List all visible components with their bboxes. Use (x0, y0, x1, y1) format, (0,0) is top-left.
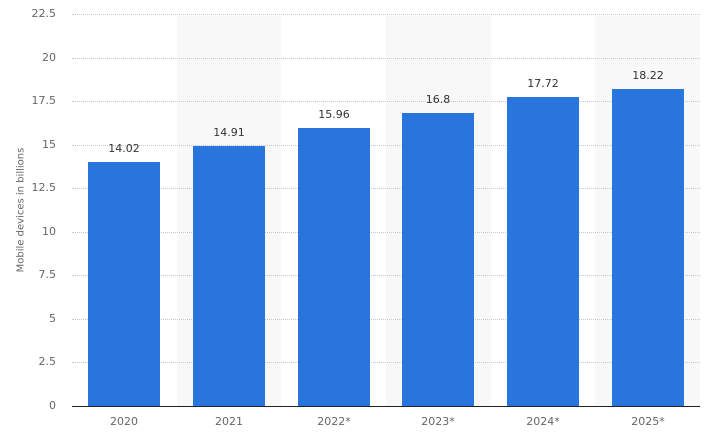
bar[interactable] (402, 113, 474, 406)
y-tick-label: 2.5 (38, 355, 57, 368)
gridline (72, 14, 700, 15)
y-tick-label: 22.5 (31, 7, 57, 20)
gridline (72, 319, 700, 320)
y-tick-label: 20 (42, 51, 56, 64)
gridline (72, 362, 700, 363)
y-tick-label: 15 (42, 138, 56, 151)
bar-value-label: 15.96 (318, 108, 350, 121)
y-axis-label: Mobile devices in billions (15, 147, 27, 273)
x-tick-label: 2022* (317, 415, 351, 428)
y-tick-label: 0 (49, 399, 56, 412)
gridline (72, 188, 700, 189)
x-tick-label: 2021 (215, 415, 243, 428)
y-tick-label: 5 (49, 312, 56, 325)
x-tick-label: 2020 (110, 415, 138, 428)
gridline (72, 232, 700, 233)
bar[interactable] (298, 128, 370, 406)
y-tick-label: 10 (42, 225, 56, 238)
bar-value-label: 14.91 (213, 126, 245, 139)
gridline (72, 58, 700, 59)
gridline (72, 145, 700, 146)
bar[interactable] (612, 89, 684, 406)
bar-value-label: 17.72 (527, 77, 559, 90)
bar-value-label: 18.22 (632, 69, 664, 82)
gridline (72, 101, 700, 102)
x-tick-label: 2023* (421, 415, 455, 428)
y-tick-label: 17.5 (31, 94, 57, 107)
bar[interactable] (193, 146, 265, 406)
y-tick-label: 7.5 (38, 268, 57, 281)
bar-value-label: 16.8 (425, 93, 451, 106)
x-tick-label: 2025* (631, 415, 665, 428)
x-tick-label: 2024* (526, 415, 560, 428)
y-tick-label: 12.5 (31, 181, 57, 194)
bar[interactable] (507, 97, 579, 406)
gridline (72, 275, 700, 276)
x-axis-line (72, 406, 700, 407)
bar-value-label: 14.02 (108, 142, 140, 155)
bar[interactable] (88, 162, 160, 406)
